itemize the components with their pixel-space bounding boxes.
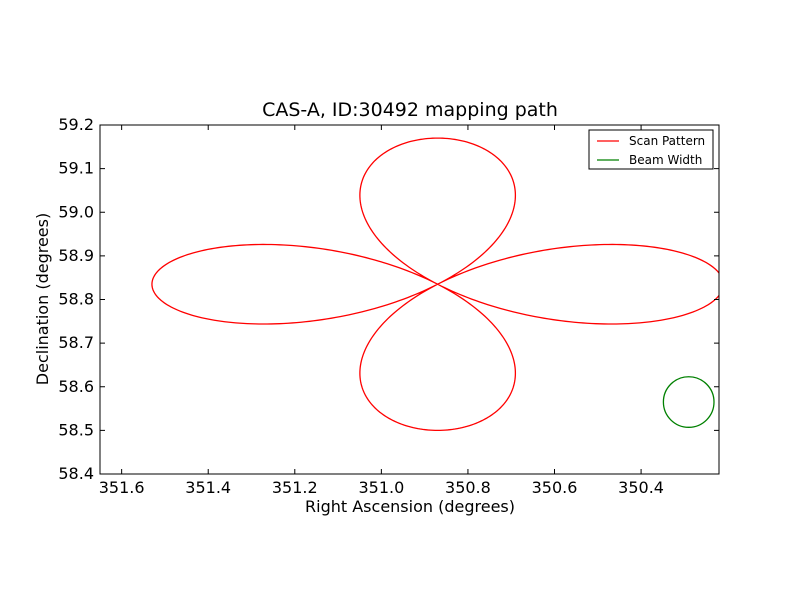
scan-pattern-line xyxy=(151,137,719,432)
chart-marks xyxy=(151,137,719,432)
y-axis-label: Declination (degrees) xyxy=(33,213,52,385)
y-tick-label: 58.8 xyxy=(58,290,94,309)
legend-label-scan-pattern: Scan Pattern xyxy=(629,134,705,148)
x-tick-label: 351.2 xyxy=(272,478,318,497)
legend-box xyxy=(588,129,714,170)
legend-label-beam-width: Beam Width xyxy=(629,153,702,167)
chart-title: CAS-A, ID:30492 mapping path xyxy=(262,99,558,121)
y-tick-label: 58.9 xyxy=(58,246,94,265)
y-tick-label: 58.7 xyxy=(58,333,94,352)
y-tick-label: 59.1 xyxy=(58,159,94,178)
x-axis-label: Right Ascension (degrees) xyxy=(305,497,515,516)
plot-background xyxy=(100,125,719,474)
y-axis: 58.4 58.5 58.6 58.7 58.8 58.9 59.0 59.1 59.2 xyxy=(58,115,719,483)
x-tick-label: 350.4 xyxy=(618,478,664,497)
x-tick-label: 351.6 xyxy=(99,478,145,497)
y-tick-label: 59.2 xyxy=(58,115,94,134)
x-axis: 351.6 351.4 351.2 351.0 350.8 350.6 350.4 xyxy=(99,125,664,497)
y-tick-label: 59.0 xyxy=(58,202,94,221)
legend: Scan Pattern Beam Width xyxy=(588,129,714,170)
beam-width-circle xyxy=(662,376,715,428)
x-tick-label: 351.0 xyxy=(358,478,404,497)
y-tick-label: 58.4 xyxy=(58,464,94,483)
y-tick-label: 58.5 xyxy=(58,420,94,439)
x-tick-label: 350.8 xyxy=(445,478,491,497)
y-tick-label: 58.6 xyxy=(58,377,94,396)
x-tick-label: 350.6 xyxy=(532,478,578,497)
plot-area xyxy=(99,124,720,475)
x-tick-label: 351.4 xyxy=(185,478,231,497)
